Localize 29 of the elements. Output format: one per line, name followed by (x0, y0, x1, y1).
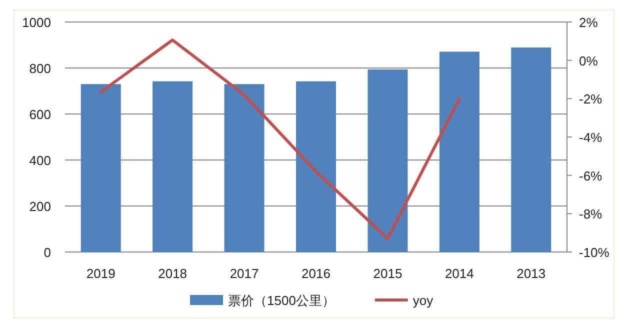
legend-label: 票价（1500公里） (228, 293, 335, 308)
y-tick-label: 200 (29, 199, 51, 214)
y-tick-label: 400 (29, 153, 51, 168)
x-tick-label: 2014 (444, 266, 474, 281)
y2-tick-label: -8% (579, 206, 603, 222)
bar (296, 81, 336, 252)
x-tick-label: 2017 (230, 266, 259, 281)
y2-tick-label: 2% (579, 15, 598, 30)
x-tick-label: 2016 (302, 266, 330, 281)
y2-tick-label: -4% (579, 130, 603, 145)
y-tick-label: 600 (29, 107, 51, 122)
y2-tick-label: -2% (579, 92, 603, 107)
bar (439, 52, 480, 252)
bar (80, 84, 121, 252)
y-tick-label: 1000 (22, 15, 51, 30)
x-tick-label: 2015 (373, 266, 402, 281)
bar (368, 69, 408, 252)
x-tick-label: 2018 (158, 266, 188, 281)
legend-label: yoy (412, 293, 434, 308)
y-tick-label: 800 (29, 61, 51, 76)
bar (152, 81, 193, 252)
y2-tick-label: 0% (579, 53, 598, 68)
y2-tick-label: -10% (579, 245, 610, 260)
x-tick-label: 2019 (86, 266, 116, 281)
y2-tick-label: -6% (579, 168, 603, 184)
y-tick-label: 0 (44, 245, 51, 260)
bar (511, 48, 552, 252)
bar (224, 84, 264, 252)
x-tick-label: 2013 (516, 266, 546, 281)
